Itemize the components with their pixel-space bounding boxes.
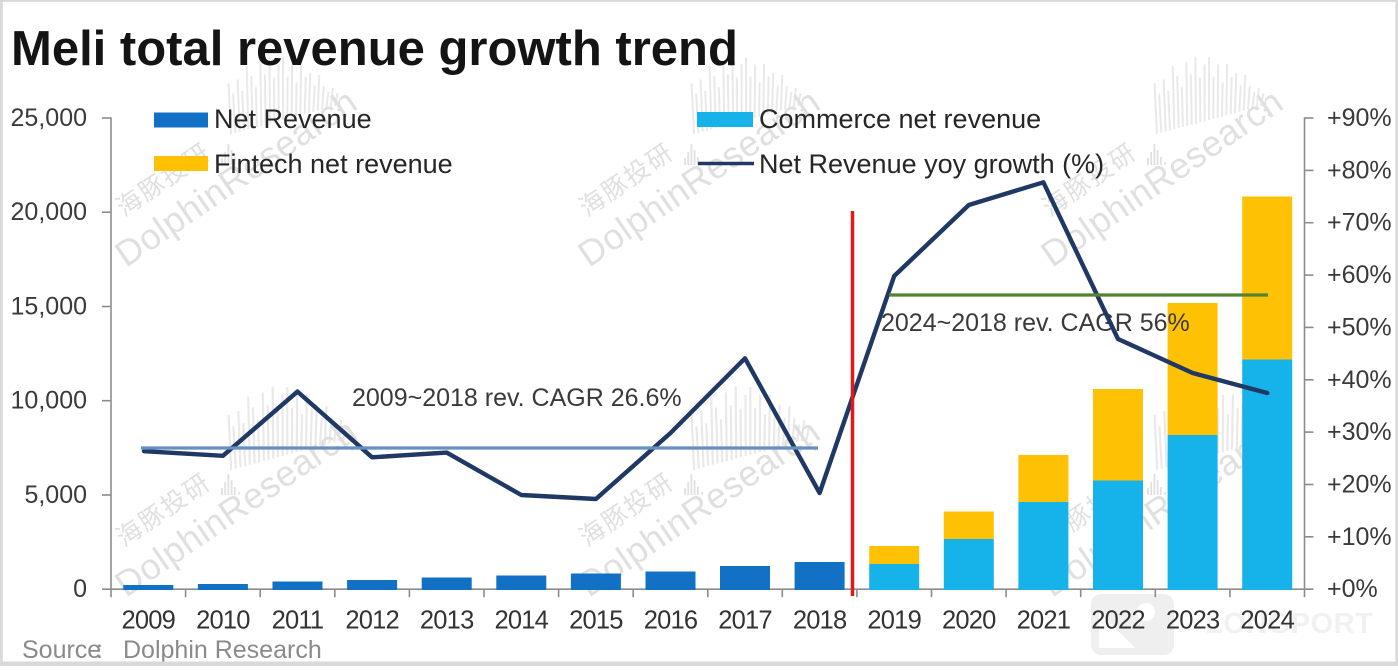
svg-text:2009: 2009 (122, 607, 176, 635)
svg-text:+30%: +30% (1327, 418, 1392, 446)
svg-text:2011: 2011 (272, 607, 324, 635)
svg-text:+50%: +50% (1327, 313, 1392, 341)
svg-text:5,000: 5,000 (24, 481, 87, 509)
svg-text:Net Revenue: Net Revenue (214, 104, 372, 134)
svg-text:2012: 2012 (345, 607, 399, 635)
svg-text:2022: 2022 (1091, 607, 1145, 635)
svg-text:15,000: 15,000 (11, 293, 87, 321)
svg-text:2013: 2013 (420, 607, 474, 635)
svg-text:+80%: +80% (1327, 156, 1392, 184)
svg-text:2010: 2010 (196, 607, 250, 635)
svg-text:2024: 2024 (1240, 607, 1294, 635)
svg-text::: : (96, 636, 103, 664)
svg-text:Commerce net revenue: Commerce net revenue (759, 104, 1041, 134)
svg-text:+0%: +0% (1327, 575, 1378, 603)
svg-text:2018: 2018 (793, 607, 847, 635)
svg-text:+60%: +60% (1327, 261, 1392, 289)
svg-text:+20%: +20% (1327, 471, 1392, 499)
svg-text:2021: 2021 (1017, 607, 1071, 635)
svg-text:+40%: +40% (1327, 366, 1392, 394)
svg-text:2016: 2016 (644, 607, 698, 635)
svg-text:2015: 2015 (569, 607, 623, 635)
svg-text:Fintech net revenue: Fintech net revenue (214, 149, 453, 179)
svg-text:2014: 2014 (495, 607, 549, 635)
svg-text:+90%: +90% (1327, 104, 1392, 132)
svg-text:2009~2018 rev. CAGR 26.6%: 2009~2018 rev. CAGR 26.6% (352, 384, 682, 412)
svg-text:2024~2018 rev. CAGR 56%: 2024~2018 rev. CAGR 56% (881, 309, 1190, 337)
svg-text:+70%: +70% (1327, 209, 1392, 237)
svg-text:2020: 2020 (942, 607, 996, 635)
svg-text:2019: 2019 (867, 607, 921, 635)
svg-text:25,000: 25,000 (11, 104, 87, 132)
svg-text:2023: 2023 (1166, 607, 1220, 635)
svg-text:Meli total revenue growth tren: Meli total revenue growth trend (11, 22, 738, 76)
svg-text:Dolphin Research: Dolphin Research (123, 636, 322, 664)
svg-text:10,000: 10,000 (11, 387, 87, 415)
svg-text:Net Revenue yoy growth (%): Net Revenue yoy growth (%) (759, 149, 1104, 179)
svg-text:Source: Source (22, 636, 101, 664)
svg-text:2017: 2017 (718, 607, 772, 635)
svg-text:+10%: +10% (1327, 523, 1392, 551)
svg-text:0: 0 (73, 575, 87, 603)
svg-text:20,000: 20,000 (11, 198, 87, 226)
